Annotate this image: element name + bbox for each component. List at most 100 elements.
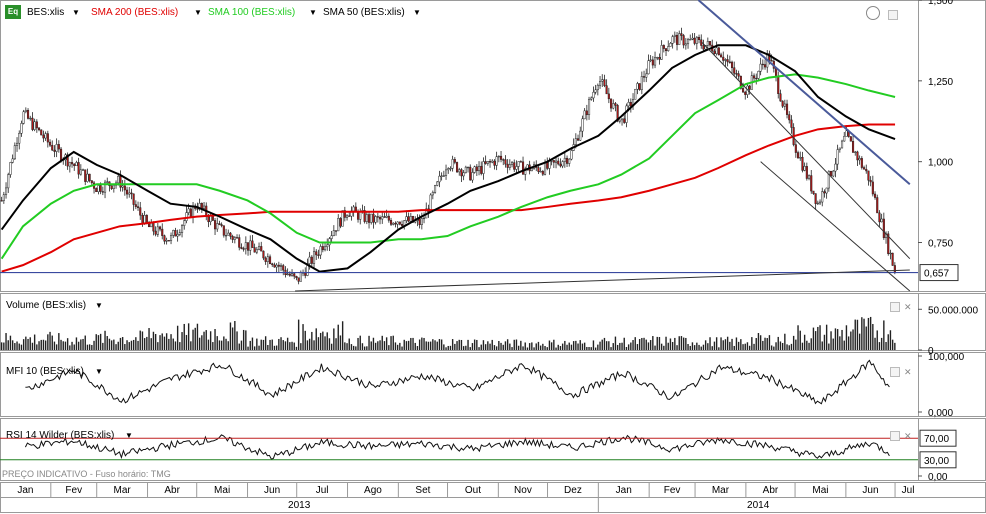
candle-body [458, 169, 461, 173]
equity-icon[interactable]: Eq [5, 5, 21, 19]
candle-body [277, 264, 280, 267]
support-line [295, 269, 910, 292]
candle-body [689, 39, 692, 41]
indicator-lines [0, 359, 918, 461]
legend-sma50[interactable]: SMA 50 (BES:xlis) [323, 7, 405, 18]
volume-bar [36, 344, 38, 350]
volume-bar [513, 339, 515, 350]
candle-body [733, 67, 736, 74]
volume-bar [559, 346, 562, 350]
volume-bar [614, 336, 617, 350]
volume-maximize-icon[interactable] [890, 302, 900, 312]
legend-sma200-dropdown-icon[interactable]: ▼ [194, 8, 202, 17]
rsi-tick-label: 0,00 [928, 472, 948, 483]
candle-body [447, 168, 450, 171]
legend-sma200[interactable]: SMA 200 (BES:xlis) [91, 7, 179, 18]
candle-body [218, 223, 221, 225]
candle-body [79, 169, 82, 175]
candle-body [777, 76, 780, 94]
rsi-close-icon[interactable]: ✕ [904, 431, 912, 441]
volume-panel-title[interactable]: Volume (BES:xlis) [6, 300, 87, 311]
candle-body [145, 215, 148, 224]
candle-body [202, 205, 206, 209]
volume-bar [812, 327, 815, 350]
candle-body [332, 230, 335, 236]
volume-bar [124, 344, 126, 350]
candle-body [163, 235, 166, 242]
volume-bar [605, 341, 608, 350]
rsi-maximize-icon[interactable] [890, 431, 900, 441]
volume-bar [502, 344, 504, 350]
candle-body [44, 133, 47, 139]
mfi-dropdown-icon[interactable]: ▼ [95, 367, 103, 376]
volume-bar [227, 341, 229, 350]
rsi-level-box [919, 429, 957, 447]
candle-body [719, 54, 723, 58]
candle-body [396, 221, 399, 225]
candle-body [552, 160, 555, 163]
candle-body [436, 181, 439, 186]
maximize-icon[interactable] [888, 10, 898, 20]
volume-bar [187, 323, 190, 350]
volume-bar [238, 343, 240, 350]
legend-sma50-dropdown-icon[interactable]: ▼ [413, 8, 421, 17]
volume-bar [84, 335, 86, 350]
candle-body [744, 91, 747, 95]
volume-bar [608, 341, 610, 350]
volume-bar [792, 335, 795, 350]
volume-bar [355, 346, 357, 350]
candle-body [493, 160, 496, 166]
legend-sma100-dropdown-icon[interactable]: ▼ [309, 8, 317, 17]
month-label-Ago: Ago [364, 485, 382, 496]
volume-bar [198, 337, 201, 350]
volume-bar [751, 337, 753, 350]
mfi-maximize-icon[interactable] [890, 367, 900, 377]
volume-bar [5, 333, 7, 350]
volume-bar [18, 343, 20, 350]
volume-bar [190, 341, 192, 350]
volume-dropdown-icon[interactable]: ▼ [95, 301, 103, 310]
candle-body [713, 50, 716, 54]
volume-bar [401, 346, 403, 350]
candle-body [189, 208, 192, 218]
volume-bar [597, 344, 599, 350]
candle-body [348, 215, 351, 217]
volume-bar [256, 338, 258, 350]
candle-body [99, 185, 102, 192]
candle-body [130, 192, 133, 195]
candle-body [645, 73, 648, 78]
volume-bar [768, 335, 771, 350]
candle-body [81, 169, 85, 171]
mfi-panel-title[interactable]: MFI 10 (BES:xlis) [6, 366, 84, 377]
volume-close-icon[interactable]: ✕ [904, 302, 912, 312]
candle-body [673, 34, 676, 37]
rsi-panel-title[interactable]: RSI 14 Wilder (BES:xlis) [6, 430, 115, 441]
candle-body [486, 160, 489, 164]
legend-price-dropdown-icon[interactable]: ▼ [72, 8, 80, 17]
volume-bar [784, 333, 786, 350]
clock-icon[interactable] [866, 6, 880, 20]
volume-bar [630, 342, 632, 350]
candle-body [106, 181, 109, 183]
rsi-dropdown-icon[interactable]: ▼ [125, 431, 133, 440]
volume-bar [91, 344, 93, 350]
candle-body [627, 101, 630, 107]
volume-tick-label: 50.000.000 [928, 305, 978, 316]
volume-bar [581, 343, 584, 350]
volume-bar [141, 331, 144, 350]
legend-price[interactable]: BES:xlis [27, 7, 65, 18]
volume-bar [258, 345, 260, 350]
candle-body [209, 215, 212, 223]
month-label-Jul: Jul [316, 485, 329, 496]
candle-body [222, 225, 225, 236]
volume-bar [108, 338, 111, 350]
legend-sma100[interactable]: SMA 100 (BES:xlis) [208, 7, 296, 18]
candle-body [618, 119, 621, 122]
candle-body [840, 140, 844, 149]
volume-bar [724, 339, 727, 350]
mfi-close-icon[interactable]: ✕ [904, 367, 912, 377]
candle-body [508, 164, 511, 168]
candle-body [794, 144, 797, 153]
volume-bar [729, 341, 731, 350]
